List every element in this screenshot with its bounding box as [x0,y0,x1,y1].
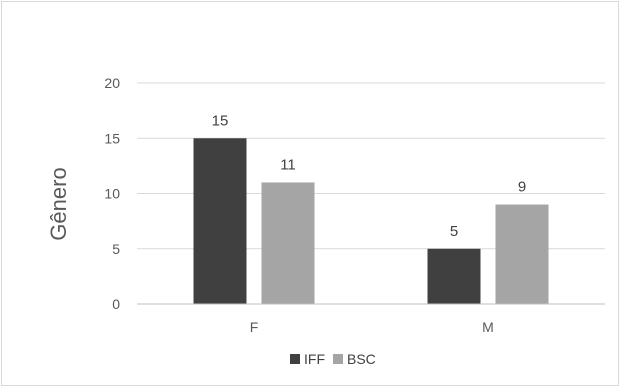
legend-label-bsc: BSC [347,351,376,367]
bar-iff-f [193,138,247,304]
y-tick-label: 15 [104,130,120,146]
y-tick-label: 20 [104,75,120,91]
data-label: 15 [212,112,229,129]
x-tick-label: M [482,319,494,335]
y-tick-label: 5 [112,241,120,257]
legend-label-iff: IFF [304,351,325,367]
y-tick-label: 0 [112,296,120,312]
bar-bsc-f [261,182,315,304]
legend-swatch-bsc [333,354,343,364]
legend-swatch-iff [290,354,300,364]
y-tick-label: 10 [104,186,120,202]
bar-iff-m [427,248,481,304]
x-tick-label: F [250,319,259,335]
y-axis-title: Gênero [46,167,71,240]
axes: 0 5 10 15 20 F M [104,75,605,335]
data-label: 9 [518,179,526,196]
bars [193,138,549,304]
bar-bsc-m [495,204,549,304]
data-label: 11 [280,156,296,173]
data-labels: 15 11 5 9 [212,112,527,240]
legend: IFF BSC [290,351,376,367]
data-label: 5 [450,223,458,240]
